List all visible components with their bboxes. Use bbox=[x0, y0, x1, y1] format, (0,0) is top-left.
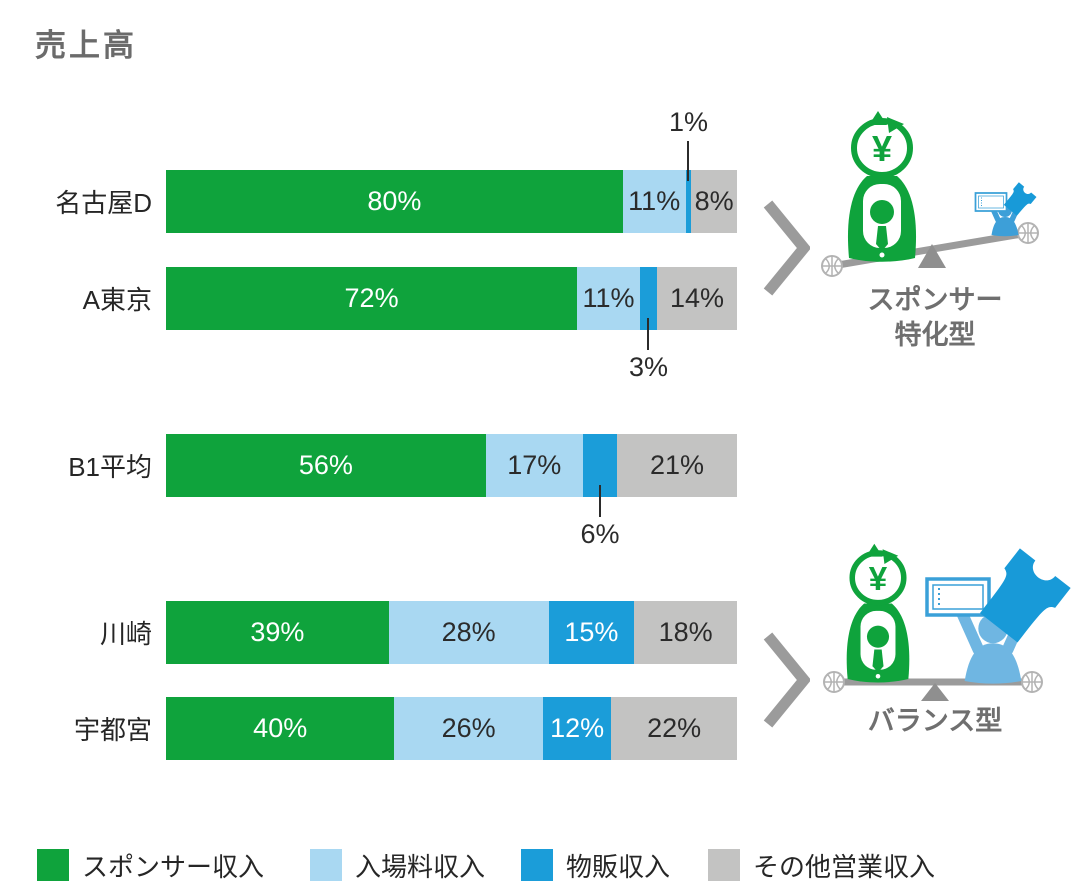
bar-segment: 80% bbox=[166, 170, 623, 233]
bar-segment: 11% bbox=[622, 170, 686, 233]
bar-segment bbox=[639, 267, 658, 330]
segment-label: 28% bbox=[441, 617, 496, 647]
segment-label: 39% bbox=[250, 617, 305, 647]
page-title: 売上高 bbox=[35, 28, 137, 63]
segment-label: 11% bbox=[582, 283, 635, 313]
bar-segment: 18% bbox=[634, 601, 737, 664]
bar-segment: 72% bbox=[166, 267, 578, 330]
bar-segment: 15% bbox=[548, 601, 635, 664]
legend-label: 物販収入 bbox=[566, 851, 671, 882]
bar-segment: 8% bbox=[691, 170, 737, 233]
segment-label: 72% bbox=[344, 283, 399, 313]
legend-swatch bbox=[521, 849, 553, 881]
bar-segment: 22% bbox=[611, 697, 737, 760]
chevron-right-icon bbox=[763, 632, 810, 728]
bar-segment: 28% bbox=[388, 601, 549, 664]
legend-label: その他営業収入 bbox=[753, 851, 936, 882]
segment-label: 18% bbox=[658, 617, 713, 647]
segment-label: 21% bbox=[649, 450, 705, 480]
bar-row: 72% 11% 14% bbox=[166, 267, 737, 330]
balanced-illustration bbox=[823, 540, 1071, 701]
bar-row: 40% 26% 12% 22% bbox=[166, 697, 737, 760]
segment-label: 56% bbox=[298, 450, 353, 480]
balanced-label: バランス型 bbox=[818, 704, 1052, 739]
bar-segment: 12% bbox=[542, 697, 612, 760]
bar-row: 39% 28% 15% 18% bbox=[166, 601, 737, 664]
segment-label: 11% bbox=[628, 186, 681, 216]
bar-segment: 56% bbox=[166, 434, 486, 497]
bar-segment bbox=[685, 170, 692, 233]
callout-label: 6% bbox=[580, 519, 620, 549]
category-label: 宇都宮 bbox=[73, 715, 152, 745]
bar-segment: 40% bbox=[166, 697, 395, 760]
bar-segment: 21% bbox=[617, 434, 737, 497]
bar-segment: 11% bbox=[577, 267, 640, 330]
segment-label: 40% bbox=[253, 713, 308, 743]
callout-leader-line bbox=[647, 318, 650, 350]
segment-label: 17% bbox=[507, 450, 562, 480]
segment-label: 8% bbox=[694, 186, 734, 216]
segment-label: 22% bbox=[647, 713, 702, 743]
sponsor-focused-label: スポンサー 特化型 bbox=[818, 283, 1052, 353]
segment-label: 14% bbox=[669, 283, 725, 313]
segment-label: 15% bbox=[564, 617, 619, 647]
category-label: B1平均 bbox=[68, 452, 152, 482]
legend-label: 入場料収入 bbox=[355, 851, 486, 882]
callout-label: 3% bbox=[628, 352, 668, 382]
chevron-right-icon bbox=[763, 200, 810, 296]
segment-label: 12% bbox=[550, 713, 605, 743]
segment-label: 80% bbox=[367, 186, 422, 216]
callout-leader-line bbox=[598, 485, 601, 517]
sponsor-focused-label-line1: スポンサー bbox=[867, 285, 1003, 315]
bar-row: 56% 17% 21% bbox=[166, 434, 737, 497]
callout-leader-line bbox=[687, 141, 690, 181]
category-label: 名古屋D bbox=[55, 188, 152, 218]
segment-label: 26% bbox=[441, 713, 496, 743]
legend-label: スポンサー収入 bbox=[82, 851, 265, 882]
callout-label: 1% bbox=[668, 107, 708, 137]
category-label: A東京 bbox=[82, 285, 152, 315]
sponsor-focused-illustration: ¥ bbox=[821, 100, 1039, 277]
legend-swatch bbox=[37, 849, 69, 881]
bar-segment: 39% bbox=[166, 601, 389, 664]
legend-swatch bbox=[708, 849, 740, 881]
category-label: 川崎 bbox=[99, 619, 152, 649]
bar-segment: 26% bbox=[394, 697, 543, 760]
legend-swatch bbox=[310, 849, 342, 881]
bar-segment: 14% bbox=[657, 267, 737, 330]
bar-row: 80% 11% 8% bbox=[166, 170, 737, 233]
balanced-label-line1: バランス型 bbox=[867, 706, 1003, 736]
sponsor-focused-label-line2: 特化型 bbox=[894, 320, 976, 351]
bar-segment: 17% bbox=[485, 434, 583, 497]
